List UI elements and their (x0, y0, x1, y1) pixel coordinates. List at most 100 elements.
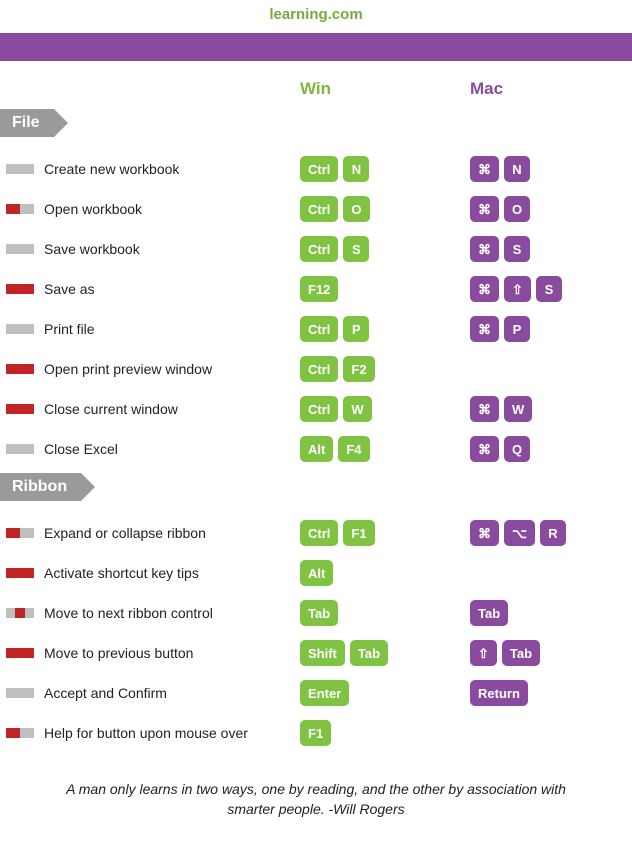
key-badge: S (536, 276, 562, 302)
key-badge: Ctrl (300, 196, 338, 222)
row-desc: Create new workbook (44, 161, 300, 177)
key-badge: F1 (343, 520, 374, 546)
key-badge: F2 (343, 356, 374, 382)
shortcut-row: Create new workbookCtrlN⌘N (0, 149, 632, 189)
footer-quote: A man only learns in two ways, one by re… (0, 753, 632, 840)
key-badge: F4 (338, 436, 369, 462)
win-keys: CtrlW (300, 396, 470, 422)
key-badge: Ctrl (300, 156, 338, 182)
header-bar (0, 33, 632, 61)
row-desc: Print file (44, 321, 300, 337)
key-badge: Alt (300, 560, 333, 586)
key-badge: S (343, 236, 369, 262)
mac-keys: ⌘⇧S (470, 276, 630, 302)
key-badge: Q (504, 436, 530, 462)
key-badge: ⌘ (470, 396, 499, 422)
key-badge: Ctrl (300, 520, 338, 546)
win-keys: Enter (300, 680, 470, 706)
win-keys: Tab (300, 600, 470, 626)
shortcut-row: Open workbookCtrlO⌘O (0, 189, 632, 229)
mac-keys: Tab (470, 600, 630, 626)
key-badge: ⇧ (504, 276, 531, 302)
mac-keys: Return (470, 680, 630, 706)
win-keys: CtrlF1 (300, 520, 470, 546)
row-marker (6, 648, 34, 658)
shortcut-row: Close ExcelAltF4⌘Q (0, 429, 632, 469)
key-badge: ⌘ (470, 520, 499, 546)
brand-text: learning.com (269, 6, 362, 23)
header-mac: Mac (470, 79, 630, 99)
win-keys: CtrlN (300, 156, 470, 182)
key-badge: P (343, 316, 369, 342)
key-badge: W (343, 396, 371, 422)
key-badge: S (504, 236, 530, 262)
key-badge: Ctrl (300, 316, 338, 342)
mac-keys: ⌘W (470, 396, 630, 422)
row-marker (6, 164, 34, 174)
win-keys: AltF4 (300, 436, 470, 462)
key-badge: Shift (300, 640, 345, 666)
key-badge: ⌘ (470, 236, 499, 262)
row-marker (6, 324, 34, 334)
key-badge: N (504, 156, 530, 182)
row-marker (6, 728, 34, 738)
shortcut-row: Save asF12 ⌘⇧S (0, 269, 632, 309)
mac-keys: ⌘⌥R (470, 520, 630, 546)
row-desc: Activate shortcut key tips (44, 565, 300, 581)
win-keys: CtrlS (300, 236, 470, 262)
win-keys: F12 (300, 276, 470, 302)
row-marker (6, 204, 34, 214)
win-keys: CtrlP (300, 316, 470, 342)
row-desc: Expand or collapse ribbon (44, 525, 300, 541)
content: Win Mac FileCreate new workbookCtrlN⌘NOp… (0, 61, 632, 753)
mac-keys: ⌘O (470, 196, 630, 222)
shortcut-row: Accept and ConfirmEnter Return (0, 673, 632, 713)
mac-keys: ⌘N (470, 156, 630, 182)
mac-keys: ⌘S (470, 236, 630, 262)
row-marker (6, 568, 34, 578)
mac-keys: ⌘Q (470, 436, 630, 462)
row-marker (6, 404, 34, 414)
shortcut-row: Move to previous buttonShiftTab⇧Tab (0, 633, 632, 673)
shortcut-row: Activate shortcut key tipsAlt (0, 553, 632, 593)
column-headers: Win Mac (0, 79, 632, 105)
key-badge: Enter (300, 680, 349, 706)
shortcut-row: Help for button upon mouse overF1 (0, 713, 632, 753)
shortcut-row: Expand or collapse ribbonCtrlF1⌘⌥R (0, 513, 632, 553)
key-badge: ⌥ (504, 520, 535, 546)
row-marker (6, 284, 34, 294)
key-badge: Tab (300, 600, 338, 626)
row-marker (6, 608, 34, 618)
row-desc: Accept and Confirm (44, 685, 300, 701)
key-badge: Return (470, 680, 528, 706)
key-badge: F1 (300, 720, 331, 746)
row-desc: Move to next ribbon control (44, 605, 300, 621)
key-badge: Ctrl (300, 356, 338, 382)
win-keys: Alt (300, 560, 470, 586)
row-desc: Move to previous button (44, 645, 300, 661)
row-desc: Save as (44, 281, 300, 297)
row-marker (6, 364, 34, 374)
win-keys: ShiftTab (300, 640, 470, 666)
key-badge: ⌘ (470, 316, 499, 342)
win-keys: F1 (300, 720, 470, 746)
key-badge: F12 (300, 276, 338, 302)
mac-keys: ⌘P (470, 316, 630, 342)
row-marker (6, 528, 34, 538)
win-keys: CtrlO (300, 196, 470, 222)
key-badge: O (504, 196, 530, 222)
key-badge: Ctrl (300, 236, 338, 262)
win-keys: CtrlF2 (300, 356, 470, 382)
key-badge: Tab (502, 640, 540, 666)
row-desc: Help for button upon mouse over (44, 725, 300, 741)
section-tag: File (0, 109, 54, 137)
shortcut-row: Print fileCtrlP⌘P (0, 309, 632, 349)
key-badge: ⌘ (470, 436, 499, 462)
key-badge: Alt (300, 436, 333, 462)
row-marker (6, 244, 34, 254)
header-win: Win (300, 79, 470, 99)
shortcut-row: Open print preview windowCtrlF2 (0, 349, 632, 389)
key-badge: Tab (470, 600, 508, 626)
shortcut-row: Save workbookCtrlS⌘S (0, 229, 632, 269)
row-desc: Open print preview window (44, 361, 300, 377)
